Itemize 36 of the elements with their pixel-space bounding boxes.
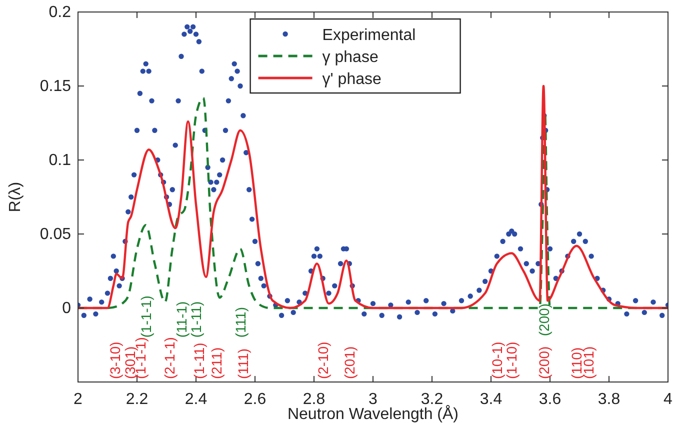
legend-label: γ' phase [322,71,382,88]
legend-label: γ phase [322,49,378,66]
x-tick-label: 3.6 [538,391,562,408]
annotation: (11-1) [173,301,190,338]
x-tick-label: 3.8 [598,391,620,408]
annotation: (111) [235,348,252,380]
x-axis-title: Neutron Wavelength (Å) [287,405,459,423]
annotation: (201) [341,346,358,380]
annotation: (211) [208,347,225,380]
y-tick-label: 0.1 [48,152,72,169]
annotation: (2-10) [314,342,331,380]
y-tick-label: 0.05 [40,226,72,243]
annotation: (200) [536,303,552,336]
annotation: (3-10) [106,342,123,380]
y-tick-label: 0.2 [48,4,72,21]
annotation: (1-1-1) [138,296,154,338]
annotation: (10-1) [488,342,505,380]
y-axis-title: R(λ) [7,182,24,212]
x-tick-label: 2.2 [126,391,148,408]
x-tick-label: 3.2 [420,391,444,408]
annotation: (1-11) [190,342,207,380]
x-tick-label: 3 [368,391,378,408]
annotation: (1-11) [188,301,204,338]
x-tick-label: 2.6 [244,391,266,408]
x-tick-label: 2.4 [184,391,208,408]
x-tick-label: 2.8 [302,391,326,408]
legend-label: Experimental [322,27,416,44]
x-tick-label: 2 [74,391,83,408]
annotation: (2-1-1) [161,337,178,380]
annotation: (200) [536,346,552,380]
annotation: (111) [232,306,248,338]
y-tick-label: 0.15 [40,78,72,95]
y-tick-label: 0 [62,300,72,317]
x-tick-label: 3.4 [480,391,502,408]
x-tick-label: 4 [664,391,673,408]
annotation: (1-10) [504,342,520,380]
